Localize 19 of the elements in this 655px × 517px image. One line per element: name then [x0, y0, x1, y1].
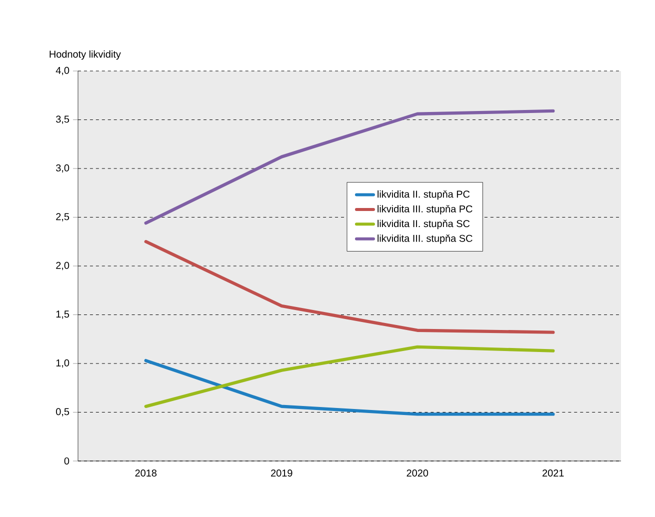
- x-tick-label: 2021: [542, 470, 564, 477]
- y-tick-label: 0,5: [56, 408, 70, 416]
- y-tick-label: 1,0: [56, 359, 70, 368]
- legend-label: likvidita II. stupňa PC: [378, 190, 470, 200]
- y-tick-label: 4,0: [56, 66, 70, 76]
- y-tick-label: 3,5: [56, 116, 70, 124]
- legend-label: likvidita II. stupňa SC: [378, 220, 470, 230]
- x-tick-label: 2019: [271, 470, 292, 477]
- legend-label: likvidita III. stupňa PC: [378, 205, 472, 214]
- legend-label: likvidita III. stupňa SC: [378, 234, 472, 244]
- y-tick-label: 2,5: [56, 213, 70, 222]
- y-tick-label: 0: [64, 457, 70, 465]
- x-tick-label: 2018: [135, 470, 157, 477]
- y-axis-title: Hodnoty likvidity: [50, 50, 121, 60]
- y-tick-label: 2,0: [56, 262, 70, 270]
- x-tick-label: 2020: [406, 470, 428, 477]
- y-tick-label: 1,5: [56, 310, 70, 319]
- y-tick-label: 3,0: [56, 164, 70, 173]
- line-series: [144, 345, 555, 408]
